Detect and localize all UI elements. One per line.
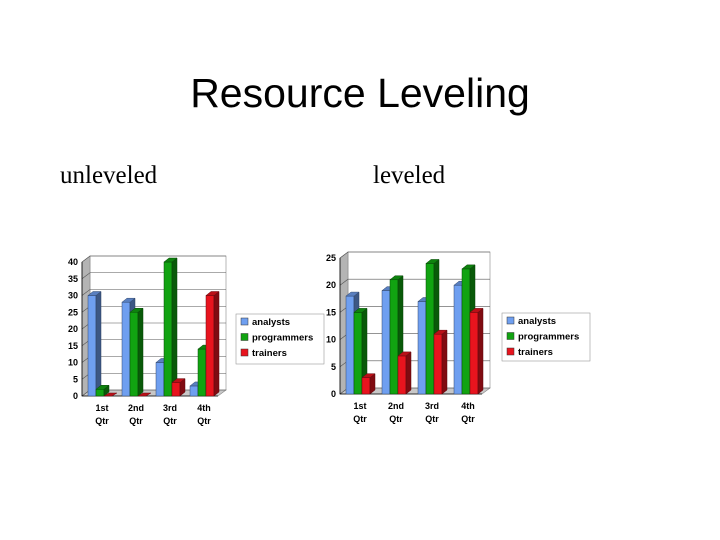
x-tick-label: 3rd Qtr	[425, 401, 439, 424]
bar-top	[87, 291, 102, 296]
y-tick-label: 30	[68, 291, 78, 301]
y-tick-label: 15	[68, 341, 78, 351]
bar-trainers	[103, 392, 118, 397]
y-tick-label: 35	[68, 274, 78, 284]
bar-top	[469, 308, 484, 313]
bar-top	[345, 291, 360, 297]
bar-trainers	[397, 351, 412, 395]
legend-swatch	[506, 316, 515, 325]
bar-side	[477, 307, 484, 395]
x-tick-label: 4th Qtr	[197, 403, 211, 426]
x-tick-label: 2nd Qtr	[388, 401, 404, 424]
bar-top	[461, 264, 476, 270]
y-tick-label: 15	[326, 307, 336, 317]
bar-top	[397, 351, 412, 357]
gridline	[339, 278, 490, 286]
y-tick-label: 20	[68, 324, 78, 334]
bar-front	[397, 355, 407, 395]
bar-top	[353, 308, 368, 313]
bar-programmers	[95, 384, 110, 397]
legend-label: analysts	[252, 317, 290, 328]
bar-top	[171, 378, 186, 383]
bar-trainers	[205, 290, 220, 397]
y-tick-label: 0	[331, 389, 336, 399]
x-tick-label: 2nd Qtr	[128, 403, 144, 426]
bar-top	[137, 392, 152, 397]
slide-title: Resource Leveling	[190, 70, 530, 116]
bar-programmers	[129, 307, 144, 397]
x-tick-label: 1st Qtr	[353, 401, 367, 424]
legend-swatch	[240, 333, 249, 341]
bar-top	[389, 275, 404, 281]
legend-label: programmers	[252, 333, 313, 344]
bar-front	[461, 268, 471, 395]
bar-top	[95, 385, 110, 390]
legend-label: analysts	[518, 316, 556, 327]
legend-label: trainers	[252, 348, 287, 359]
legend: analysts programmers trainers	[501, 312, 591, 362]
bar-front	[469, 312, 479, 395]
leveled-caption: leveled	[373, 162, 446, 189]
bar-front	[361, 377, 371, 395]
legend-swatch	[240, 317, 249, 326]
y-tick-label: 25	[326, 253, 336, 263]
legend-swatch	[506, 332, 515, 340]
x-tick-label: 4th Qtr	[461, 401, 475, 424]
unleveled-caption: unleveled	[60, 162, 158, 189]
y-tick-label: 0	[73, 391, 78, 401]
bar-front	[453, 284, 463, 395]
x-tick-label: 3rd Qtr	[163, 403, 177, 426]
bar-trainers	[433, 329, 448, 395]
bar-trainers	[469, 307, 484, 395]
bar-side	[405, 351, 412, 395]
legend-box	[235, 313, 325, 365]
legend-label: programmers	[518, 332, 579, 343]
gridline	[81, 272, 226, 279]
bar-programmers	[353, 307, 368, 395]
bar-trainers	[137, 392, 152, 397]
bar-top	[121, 297, 136, 303]
bar-top	[433, 329, 448, 335]
gridline	[81, 289, 226, 296]
bar-front	[389, 279, 399, 395]
bar-top	[103, 392, 118, 397]
y-tick-label: 40	[68, 257, 78, 267]
legend-swatch	[240, 348, 249, 357]
bar-trainers	[361, 373, 376, 395]
gridline	[81, 255, 226, 263]
y-tick-label: 25	[68, 307, 78, 317]
bar-front	[417, 301, 427, 395]
bar-front	[353, 312, 363, 395]
bar-programmers	[163, 257, 178, 397]
bar-top	[163, 257, 178, 263]
legend-swatch	[506, 347, 515, 356]
y-tick-label: 5	[331, 362, 336, 372]
bar-side	[441, 329, 448, 395]
y-tick-label: 10	[68, 358, 78, 368]
legend: analysts programmers trainers	[235, 313, 325, 365]
bar-top	[129, 308, 144, 313]
y-tick-label: 20	[326, 280, 336, 290]
x-tick-label: 1st Qtr	[95, 403, 109, 426]
y-tick-label: 10	[326, 335, 336, 345]
bar-front	[381, 290, 391, 395]
bar-front	[345, 295, 355, 395]
bar-front	[433, 333, 443, 395]
gridline	[339, 251, 490, 259]
y-tick-label: 5	[73, 374, 78, 384]
bar-top	[361, 373, 376, 378]
legend-box	[501, 312, 591, 362]
bar-top	[205, 291, 220, 296]
legend-label: trainers	[518, 347, 553, 358]
bar-front	[425, 263, 435, 395]
bar-trainers	[171, 378, 186, 397]
bar-top	[425, 259, 440, 264]
